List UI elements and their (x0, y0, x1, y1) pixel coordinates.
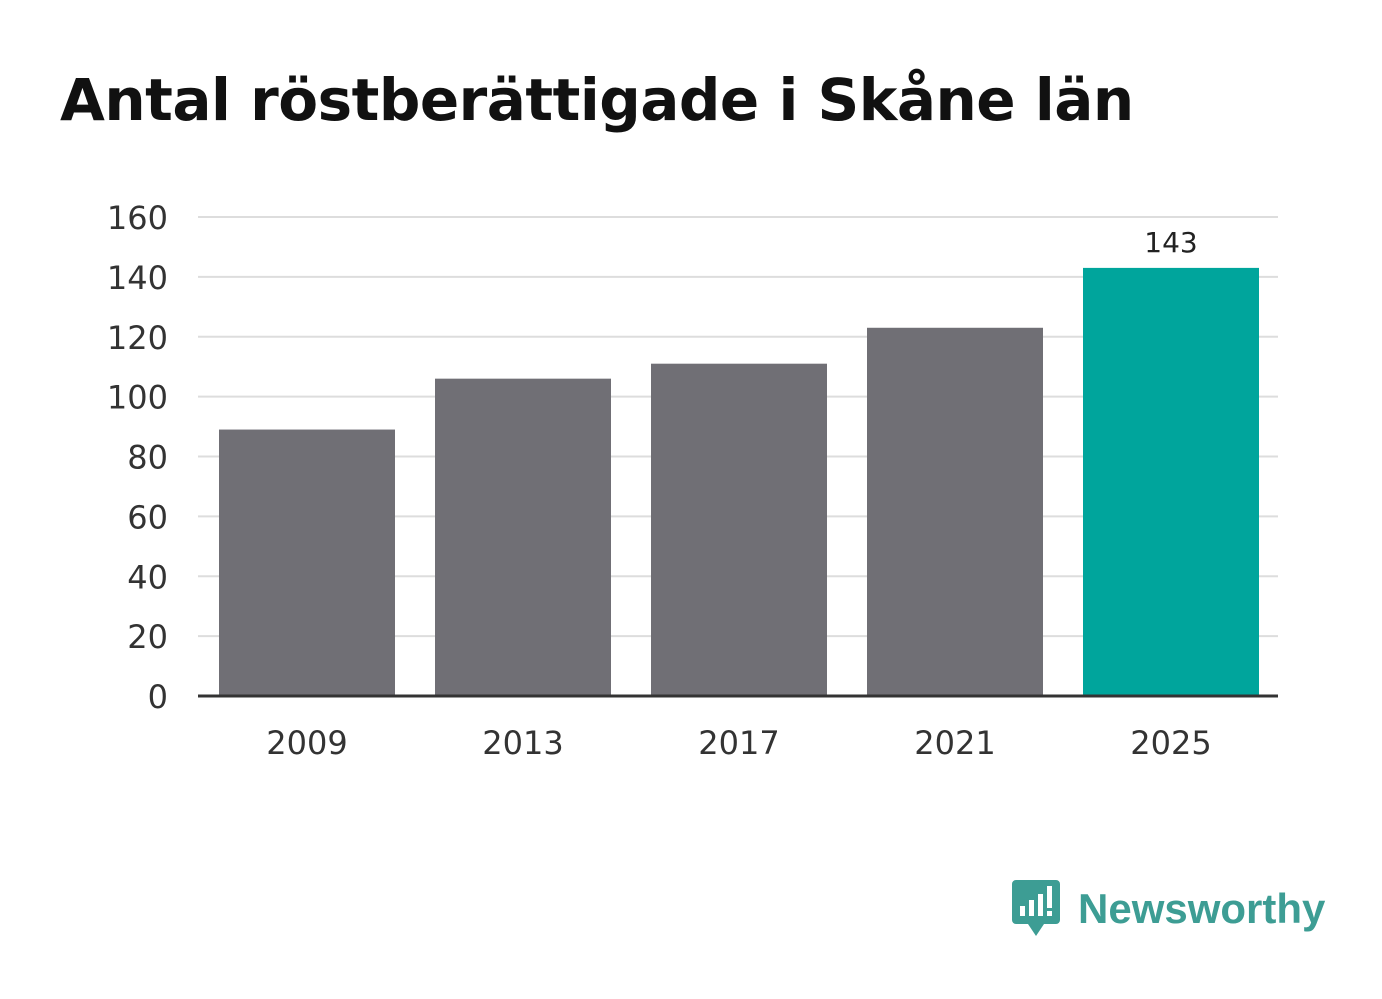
bars (219, 267, 1259, 696)
bar-2009 (219, 429, 395, 696)
newsworthy-logo-icon (1012, 880, 1060, 936)
axes: 0 20 40 60 80 100 120 140 160 2009 2013 2017 2021 202… (107, 199, 1278, 762)
brand-name: Newsworthy (1078, 885, 1326, 932)
y-tick-label: 100 (107, 379, 168, 417)
x-tick-label: 2009 (266, 724, 347, 762)
bar-2017 (651, 363, 827, 696)
y-tick-label: 160 (107, 199, 168, 237)
x-tick-label: 2017 (698, 724, 779, 762)
x-tick-label: 2021 (914, 724, 995, 762)
y-tick-label: 0 (148, 678, 168, 716)
bar-2025 (1083, 267, 1259, 696)
chart-title: Antal röstberättigade i Skåne län (60, 66, 1134, 134)
bar-2013 (435, 378, 611, 696)
data-label: 143 (1144, 226, 1197, 259)
y-tick-label: 40 (127, 558, 168, 596)
brand-logo: Newsworthy (1010, 878, 1325, 940)
bar-2021 (867, 327, 1043, 696)
y-tick-label: 140 (107, 259, 168, 297)
x-tick-label: 2025 (1130, 724, 1211, 762)
x-tick-label: 2013 (482, 724, 563, 762)
y-tick-label: 60 (127, 498, 168, 536)
y-tick-label: 80 (127, 439, 168, 477)
y-tick-label: 120 (107, 319, 168, 357)
y-tick-label: 20 (127, 618, 168, 656)
